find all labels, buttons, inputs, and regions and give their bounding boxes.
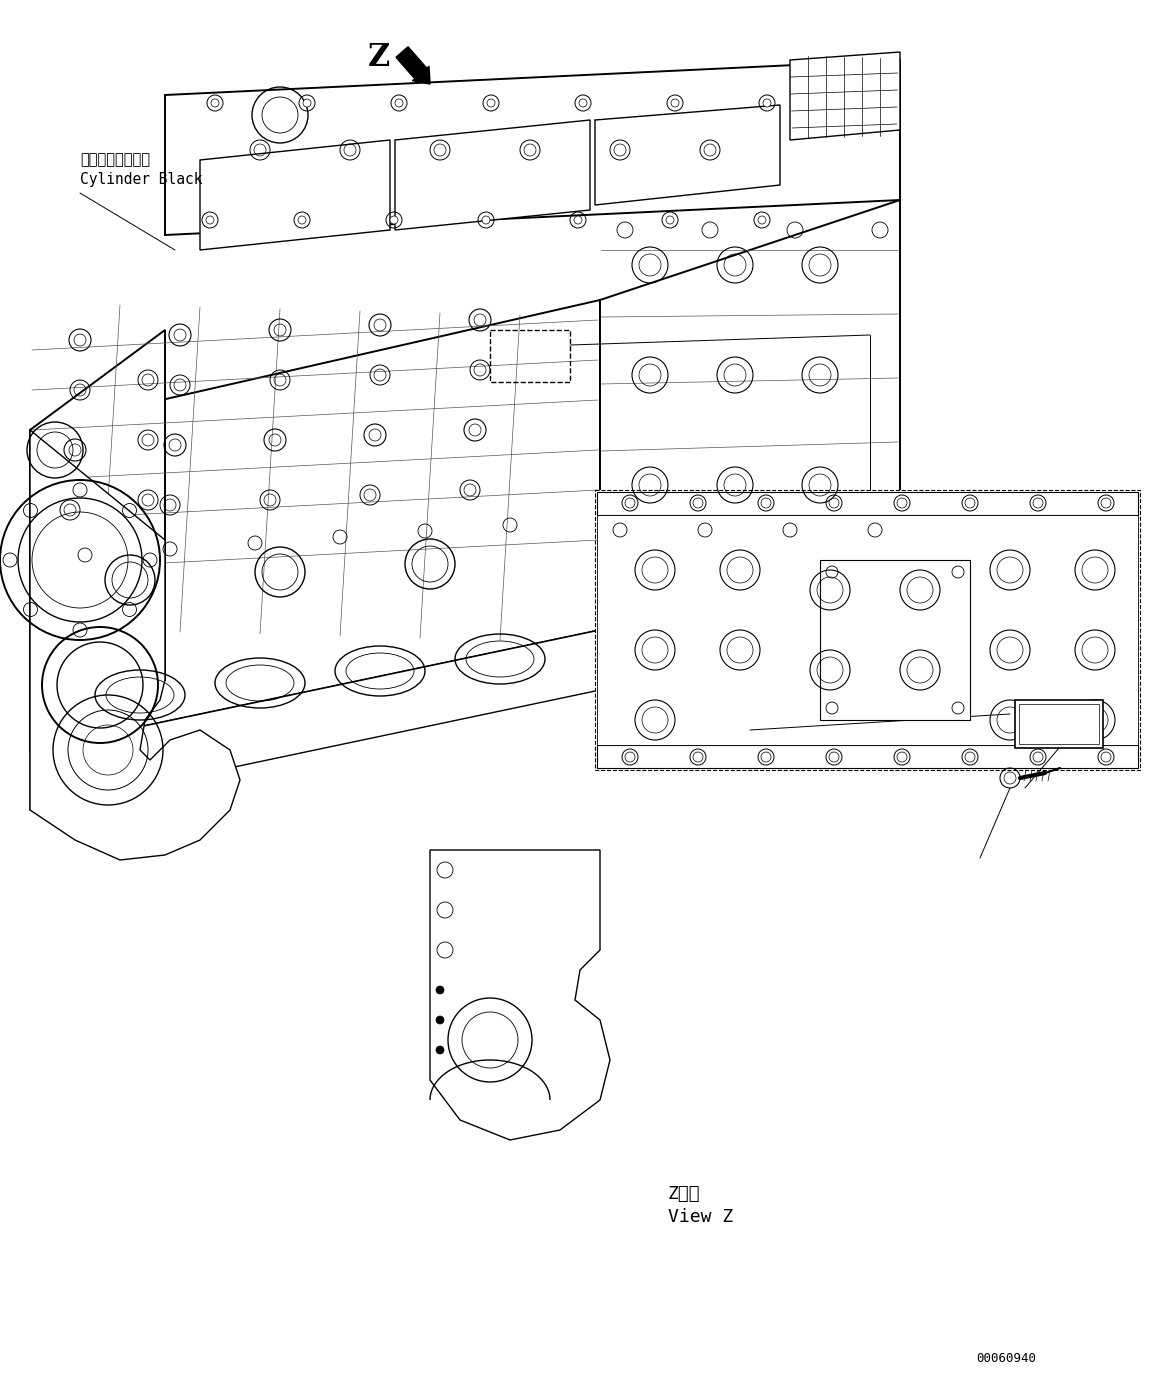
Circle shape: [575, 216, 582, 224]
Polygon shape: [200, 140, 390, 250]
Circle shape: [390, 216, 398, 224]
Text: シリンダブロック: シリンダブロック: [80, 152, 150, 167]
Circle shape: [481, 216, 490, 224]
Circle shape: [395, 100, 404, 106]
Polygon shape: [165, 59, 900, 235]
Text: Cylinder Black: Cylinder Black: [80, 171, 202, 187]
Polygon shape: [30, 300, 600, 750]
FancyArrow shape: [395, 47, 430, 84]
Circle shape: [758, 216, 766, 224]
Polygon shape: [820, 560, 970, 721]
Text: 00060940: 00060940: [976, 1353, 1036, 1365]
Polygon shape: [30, 331, 165, 750]
Circle shape: [671, 100, 679, 106]
Circle shape: [304, 100, 311, 106]
Polygon shape: [430, 851, 611, 1140]
Circle shape: [211, 100, 219, 106]
Polygon shape: [597, 492, 1139, 514]
Circle shape: [763, 100, 771, 106]
Bar: [595, 490, 1140, 770]
Circle shape: [579, 100, 587, 106]
Polygon shape: [30, 430, 240, 860]
Circle shape: [436, 986, 444, 994]
Circle shape: [298, 216, 306, 224]
Polygon shape: [395, 120, 590, 230]
Circle shape: [487, 100, 495, 106]
Circle shape: [206, 216, 214, 224]
Polygon shape: [595, 490, 1140, 770]
Text: Z: Z: [368, 41, 391, 73]
Polygon shape: [600, 530, 900, 690]
Bar: [1015, 700, 1103, 748]
Bar: [1019, 704, 1099, 744]
Text: View Z: View Z: [668, 1207, 733, 1225]
Polygon shape: [595, 105, 780, 205]
Bar: [490, 331, 570, 382]
Circle shape: [436, 1017, 444, 1023]
Text: Z　視: Z 視: [668, 1185, 700, 1203]
Polygon shape: [597, 514, 1139, 745]
Polygon shape: [597, 745, 1139, 768]
Circle shape: [436, 1046, 444, 1054]
Polygon shape: [30, 631, 600, 810]
Polygon shape: [790, 53, 900, 140]
Circle shape: [666, 216, 675, 224]
Polygon shape: [600, 201, 900, 631]
